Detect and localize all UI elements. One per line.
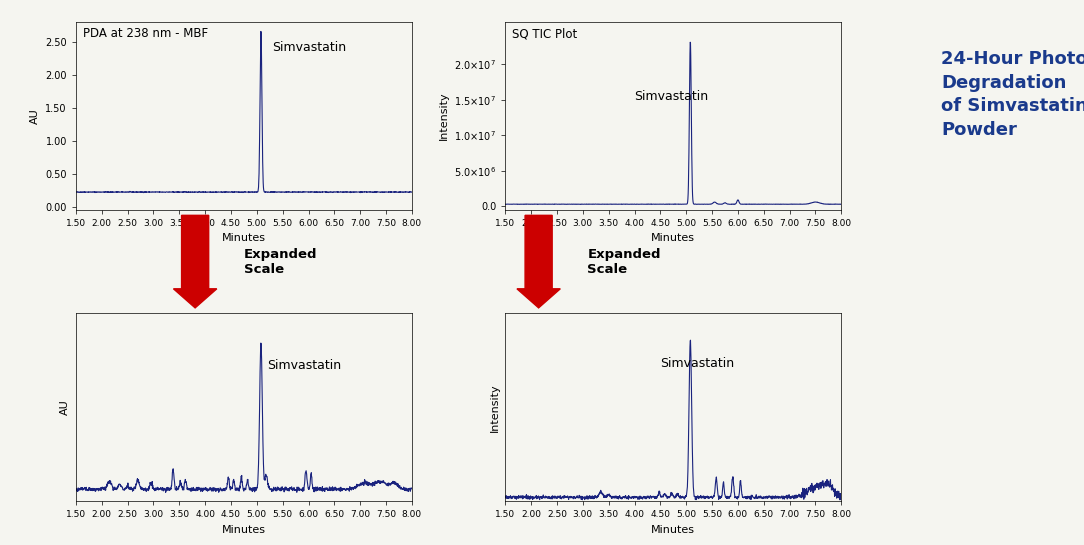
Text: 24-Hour Photo
Degradation
of Simvastatin
Powder: 24-Hour Photo Degradation of Simvastatin… [941, 50, 1084, 139]
Text: Simvastatin: Simvastatin [634, 90, 709, 103]
Text: PDA at 238 nm - MBF: PDA at 238 nm - MBF [82, 27, 208, 40]
X-axis label: Minutes: Minutes [651, 525, 695, 535]
Text: SQ TIC Plot: SQ TIC Plot [512, 27, 577, 40]
Text: Expanded
Scale: Expanded Scale [588, 247, 661, 276]
Text: Simvastatin: Simvastatin [267, 359, 341, 372]
Y-axis label: AU: AU [29, 108, 40, 124]
Text: Simvastatin: Simvastatin [660, 357, 735, 370]
X-axis label: Minutes: Minutes [651, 233, 695, 244]
X-axis label: Minutes: Minutes [222, 233, 266, 244]
Text: Expanded
Scale: Expanded Scale [244, 247, 318, 276]
Text: Simvastatin: Simvastatin [272, 41, 347, 55]
Y-axis label: Intensity: Intensity [490, 383, 500, 432]
X-axis label: Minutes: Minutes [222, 525, 266, 535]
Y-axis label: Intensity: Intensity [439, 92, 449, 140]
Y-axis label: AU: AU [61, 399, 70, 415]
